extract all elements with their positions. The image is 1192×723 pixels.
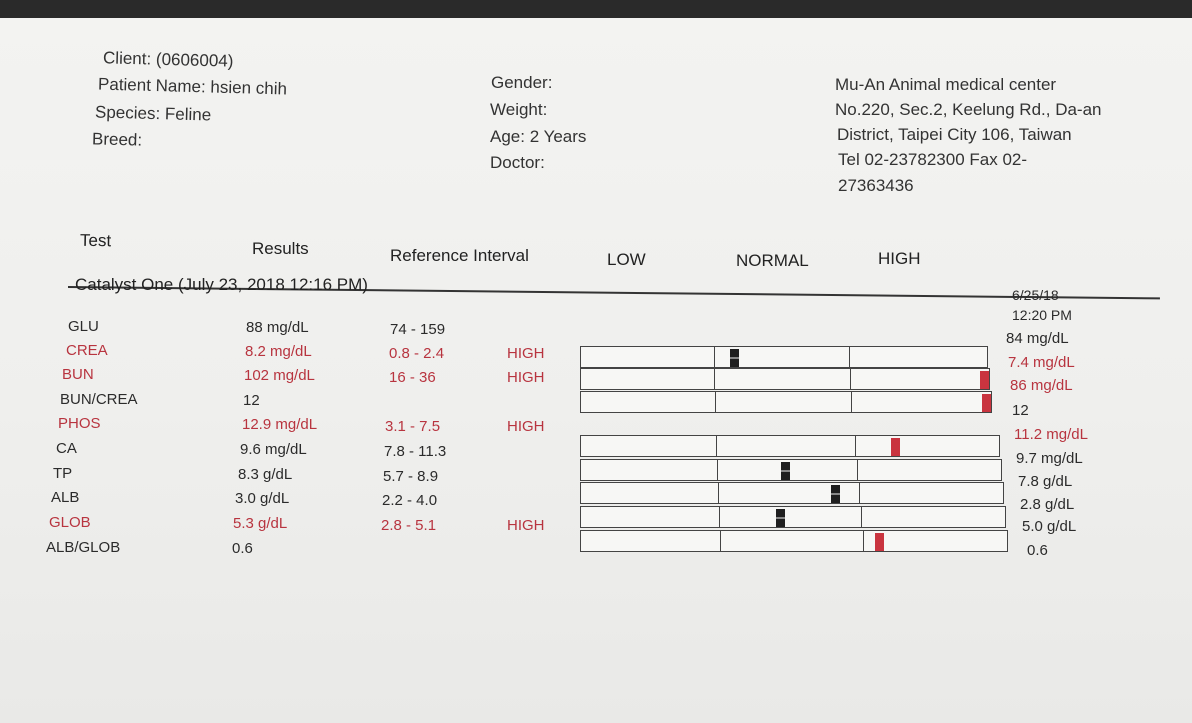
reference-interval: 7.8 - 11.3 [384,443,447,460]
result-marker [830,485,840,503]
test-name: CA [56,440,77,457]
zone-divider [857,460,858,480]
reference-interval: 16 - 36 [389,369,436,386]
zone-divider [859,483,860,503]
result-marker [982,394,991,412]
previous-result: 9.7 mg/dL [1016,450,1083,467]
clinic-address-2: District, Taipei City 106, Taiwan [837,125,1072,144]
test-result: 102 mg/dL [244,367,315,384]
previous-result: 11.2 mg/dL [1014,426,1088,443]
range-bar-crea [580,368,990,390]
high-flag: HIGH [507,418,545,435]
breed: Breed: [91,129,143,150]
previous-result: 2.8 g/dL [1020,496,1075,513]
patient-name: Patient Name: hsien chih [97,74,288,99]
lab-report-page: Client: (0606004) Patient Name: hsien ch… [0,18,1192,723]
test-name: CREA [66,342,108,359]
reference-interval: 2.8 - 5.1 [381,517,437,534]
zone-divider [718,483,719,503]
test-name: BUN [62,366,94,383]
species: Species: Feline [94,102,212,125]
weight: Weight: [490,100,548,119]
test-result: 9.6 mg/dL [240,441,307,458]
result-marker [775,509,785,527]
doctor: Doctor: [490,153,545,172]
test-name: TP [53,465,73,482]
previous-result: 84 mg/dL [1006,330,1069,347]
test-result: 3.0 g/dL [235,490,290,507]
col-high: HIGH [878,249,921,268]
high-flag: HIGH [507,345,545,362]
reference-interval: 3.1 - 7.5 [385,418,441,435]
col-normal: NORMAL [736,251,809,270]
col-low: LOW [607,250,646,269]
result-marker [891,438,900,456]
reference-interval: 0.8 - 2.4 [389,345,445,362]
range-bar-bun [580,391,992,413]
previous-time: 12:20 PM [1012,307,1072,323]
result-marker [980,371,989,389]
range-bar-glu [580,346,988,368]
previous-result: 12 [1012,402,1029,419]
clinic-name: Mu-An Animal medical center [835,75,1057,94]
high-flag: HIGH [507,517,545,534]
range-bar-tp [580,482,1004,504]
test-result: 12.9 mg/dL [242,416,318,433]
clinic-address-1: No.220, Sec.2, Keelung Rd., Da-an [835,100,1102,119]
zone-divider [849,347,850,367]
zone-divider [716,436,717,456]
zone-divider [717,460,718,480]
test-name: ALB/GLOB [46,539,121,556]
test-result: 12 [243,392,260,409]
test-result: 5.3 g/dL [233,515,288,532]
result-marker [730,349,740,367]
col-results: Results [252,239,309,258]
zone-divider [715,392,716,412]
col-test: Test [79,230,112,251]
high-flag: HIGH [507,369,545,386]
previous-date: 6/25/18 [1012,287,1059,303]
test-result: 8.2 mg/dL [245,343,312,360]
test-result: 88 mg/dL [246,319,309,336]
previous-result: 0.6 [1027,542,1048,559]
previous-result: 7.8 g/dL [1018,473,1073,490]
client-id: Client: (0606004) [102,48,234,71]
test-name: ALB [51,489,80,506]
test-result: 0.6 [232,540,253,557]
previous-result: 86 mg/dL [1010,377,1073,394]
reference-interval: 5.7 - 8.9 [383,468,439,485]
test-name: GLOB [49,514,91,531]
range-bar-phos [580,435,1000,457]
zone-divider [719,507,720,527]
test-name: BUN/CREA [60,391,138,408]
section-title: Catalyst One (July 23, 2018 12:16 PM) [75,275,368,294]
range-bar-alb [580,506,1006,528]
previous-result: 5.0 g/dL [1022,518,1077,535]
previous-result: 7.4 mg/dL [1008,354,1075,371]
gender: Gender: [491,73,553,92]
col-reference: Reference Interval [390,246,529,265]
zone-divider [851,392,852,412]
zone-divider [714,369,715,389]
test-result: 8.3 g/dL [238,466,293,483]
reference-interval: 74 - 159 [390,321,446,338]
zone-divider [863,531,864,551]
test-name: PHOS [58,415,101,432]
range-bar-ca [580,459,1002,481]
age: Age: 2 Years [490,127,587,146]
range-bar-glob [580,530,1008,552]
test-name: GLU [68,318,99,335]
zone-divider [714,347,715,367]
result-marker [781,462,791,480]
zone-divider [850,369,851,389]
zone-divider [861,507,862,527]
zone-divider [720,531,721,551]
zone-divider [855,436,856,456]
result-marker [874,533,884,551]
clinic-fax: 27363436 [838,176,914,195]
reference-interval: 2.2 - 4.0 [382,492,438,509]
clinic-phone: Tel 02-23782300 Fax 02- [838,150,1028,169]
